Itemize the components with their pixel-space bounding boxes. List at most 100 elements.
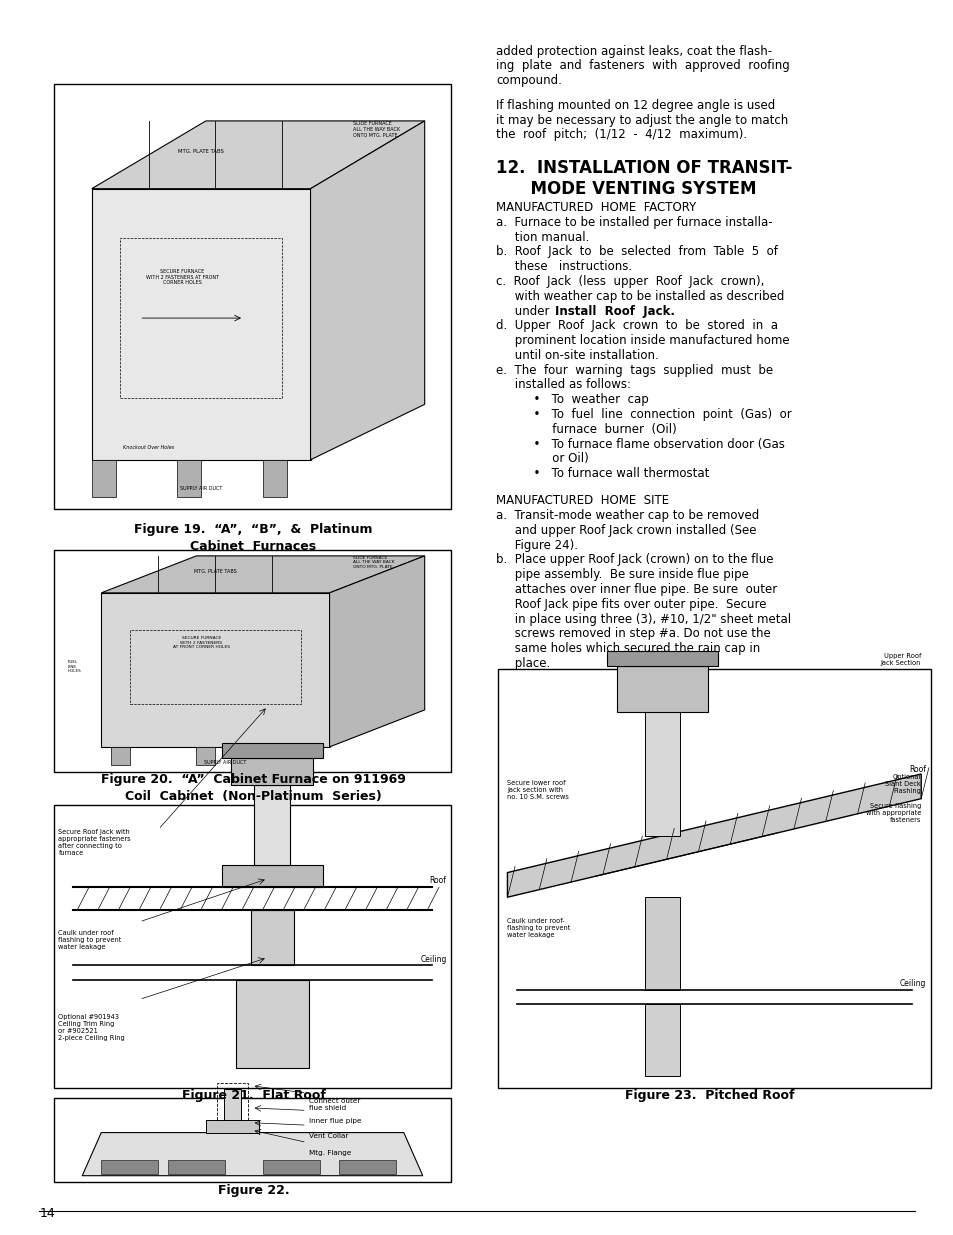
Bar [217, 1083, 248, 1120]
Text: SECURE FURNACE
WITH 2 FASTENERS AT FRONT
CORNER HOLES: SECURE FURNACE WITH 2 FASTENERS AT FRONT… [146, 269, 218, 285]
Polygon shape [91, 121, 424, 189]
Text: SLIDE FURNACE
ALL THE WAY BACK
ONTO MTG. PLATE: SLIDE FURNACE ALL THE WAY BACK ONTO MTG.… [353, 121, 400, 137]
Text: FUEL
LINE
HOLES: FUEL LINE HOLES [68, 661, 82, 673]
Text: e.  The  four  warning  tags  supplied  must  be: e. The four warning tags supplied must b… [496, 363, 772, 377]
Text: b.  Place upper Roof Jack (crown) on to the flue: b. Place upper Roof Jack (crown) on to t… [496, 553, 773, 567]
Bar [263, 459, 287, 496]
FancyBboxPatch shape [53, 1098, 451, 1182]
Polygon shape [101, 593, 329, 747]
Text: Figure 21.  Flat Roof: Figure 21. Flat Roof [181, 1089, 325, 1103]
Bar [111, 747, 130, 766]
Text: Mtg. Flange: Mtg. Flange [309, 1150, 351, 1156]
Text: Caulk under roof
flashing to prevent
water leakage: Caulk under roof flashing to prevent wat… [58, 930, 122, 951]
Text: Roof: Roof [429, 876, 446, 885]
Text: SUPPLY AIR DUCT: SUPPLY AIR DUCT [180, 485, 222, 490]
Text: in place using three (3), #10, 1/2" sheet metal: in place using three (3), #10, 1/2" shee… [496, 613, 790, 626]
Text: Roof Jack pipe fits over outer pipe.  Secure: Roof Jack pipe fits over outer pipe. Sec… [496, 598, 765, 611]
Text: Ceiling: Ceiling [419, 955, 446, 963]
Text: MANUFACTURED  HOME  FACTORY: MANUFACTURED HOME FACTORY [496, 201, 696, 214]
Text: a.  Transit-mode weather cap to be removed: a. Transit-mode weather cap to be remove… [496, 509, 759, 522]
Text: MANUFACTURED  HOME  SITE: MANUFACTURED HOME SITE [496, 494, 668, 508]
FancyBboxPatch shape [497, 669, 930, 1088]
Text: Secure lower roof
jack section with
no. 10 S.M. screws: Secure lower roof jack section with no. … [507, 781, 569, 800]
Text: these   instructions.: these instructions. [496, 261, 632, 273]
Bar [607, 651, 717, 666]
Text: or Oil): or Oil) [496, 452, 588, 466]
Text: prominent location inside manufactured home: prominent location inside manufactured h… [496, 335, 789, 347]
Text: Knockout Over Holes: Knockout Over Holes [123, 445, 174, 450]
Text: screws removed in step #a. Do not use the: screws removed in step #a. Do not use th… [496, 627, 770, 641]
Text: tion manual.: tion manual. [496, 231, 589, 243]
Bar [263, 1160, 319, 1174]
Text: and upper Roof Jack crown installed (See: and upper Roof Jack crown installed (See [496, 524, 756, 537]
Text: Install  Roof  Jack.: Install Roof Jack. [555, 305, 675, 317]
Bar [232, 758, 313, 785]
Text: MTG. PLATE TABS: MTG. PLATE TABS [178, 149, 224, 154]
Text: Figure 24).: Figure 24). [496, 538, 578, 552]
Polygon shape [507, 774, 921, 897]
Bar [224, 1089, 241, 1120]
Polygon shape [91, 189, 311, 459]
Text: •   To  fuel  line  connection  point  (Gas)  or: • To fuel line connection point (Gas) or [496, 408, 791, 421]
Text: Secure Roof Jack with
appropriate fasteners
after connecting to
furnace: Secure Roof Jack with appropriate fasten… [58, 830, 131, 856]
Text: furnace  burner  (Oil): furnace burner (Oil) [496, 422, 676, 436]
Text: Ceiling: Ceiling [899, 979, 925, 988]
Polygon shape [82, 1132, 422, 1176]
Bar [254, 785, 290, 866]
Text: d.  Upper  Roof  Jack  crown  to  be  stored  in  a: d. Upper Roof Jack crown to be stored in… [496, 320, 778, 332]
Polygon shape [329, 556, 424, 747]
Bar [101, 1160, 158, 1174]
FancyBboxPatch shape [53, 805, 451, 1088]
Text: it may be necessary to adjust the angle to match: it may be necessary to adjust the angle … [496, 114, 787, 126]
Text: Figure 20.  “A”  Cabinet Furnace on 911969: Figure 20. “A” Cabinet Furnace on 911969 [101, 773, 405, 785]
Bar [222, 866, 322, 888]
Text: added protection against leaks, coat the flash-: added protection against leaks, coat the… [496, 44, 771, 58]
Text: 14: 14 [39, 1207, 55, 1219]
FancyBboxPatch shape [53, 84, 451, 509]
Bar [236, 979, 308, 1068]
Text: SECURE FURNACE
WITH 2 FASTENERS
AT FRONT CORNER HOLES: SECURE FURNACE WITH 2 FASTENERS AT FRONT… [172, 636, 230, 650]
Text: SLIDE FURNACE
ALL THE WAY BACK
ONTO MTG. PLATE: SLIDE FURNACE ALL THE WAY BACK ONTO MTG.… [353, 556, 395, 569]
Text: c.  Roof  Jack  (less  upper  Roof  Jack  crown),: c. Roof Jack (less upper Roof Jack crown… [496, 275, 763, 288]
Text: •   To furnace wall thermostat: • To furnace wall thermostat [496, 467, 709, 480]
Text: MTG. PLATE TABS: MTG. PLATE TABS [193, 569, 236, 574]
Text: a.  Furnace to be installed per furnace installa-: a. Furnace to be installed per furnace i… [496, 216, 772, 228]
Text: with weather cap to be installed as described: with weather cap to be installed as desc… [496, 290, 783, 303]
Bar [251, 909, 294, 965]
Text: installed as follows:: installed as follows: [496, 378, 630, 391]
Text: Optional #901943
Ceiling Trim Ring
or #902521
2-piece Ceiling Ring: Optional #901943 Ceiling Trim Ring or #9… [58, 1014, 125, 1041]
Text: Roof: Roof [908, 764, 925, 774]
Text: same holes which secured the rain cap in: same holes which secured the rain cap in [496, 642, 760, 655]
Text: Upper Roof
Jack Section: Upper Roof Jack Section [880, 653, 921, 667]
Text: Secure flashing
with appropriate
fasteners: Secure flashing with appropriate fastene… [865, 803, 921, 824]
Text: If flashing mounted on 12 degree angle is used: If flashing mounted on 12 degree angle i… [496, 99, 775, 111]
Bar [644, 897, 679, 989]
Bar [168, 1160, 225, 1174]
Text: attaches over inner flue pipe. Be sure  outer: attaches over inner flue pipe. Be sure o… [496, 583, 777, 597]
Bar [282, 747, 301, 766]
Polygon shape [101, 556, 424, 593]
Text: under: under [496, 305, 553, 317]
Text: ing  plate  and  fasteners  with  approved  roofing: ing plate and fasteners with approved ro… [496, 59, 789, 73]
Text: pipe assembly.  Be sure inside flue pipe: pipe assembly. Be sure inside flue pipe [496, 568, 748, 582]
Text: Figure 22.: Figure 22. [217, 1184, 289, 1197]
Bar [644, 1004, 679, 1076]
Text: MODE VENTING SYSTEM: MODE VENTING SYSTEM [496, 180, 756, 198]
Text: Inner flue pipe: Inner flue pipe [309, 1118, 361, 1124]
Text: Connect outer
flue shield: Connect outer flue shield [309, 1098, 359, 1112]
Bar [338, 1160, 395, 1174]
Text: •   To furnace flame observation door (Gas: • To furnace flame observation door (Gas [496, 437, 784, 451]
Text: until on-site installation.: until on-site installation. [496, 348, 659, 362]
Text: compound.: compound. [496, 74, 561, 88]
Polygon shape [311, 121, 424, 459]
Text: place.: place. [496, 657, 550, 669]
Text: 12.  INSTALLATION OF TRANSIT-: 12. INSTALLATION OF TRANSIT- [496, 159, 792, 177]
Text: Figure 23.  Pitched Roof: Figure 23. Pitched Roof [624, 1089, 794, 1103]
Bar [644, 713, 679, 836]
Text: SUPPLY AIR DUCT: SUPPLY AIR DUCT [204, 761, 246, 766]
Text: Cabinet  Furnaces: Cabinet Furnaces [191, 540, 316, 553]
FancyBboxPatch shape [53, 550, 451, 772]
Text: Optional
Slant Deck
Flashing: Optional Slant Deck Flashing [884, 774, 921, 794]
Text: b.  Roof  Jack  to  be  selected  from  Table  5  of: b. Roof Jack to be selected from Table 5… [496, 246, 777, 258]
Text: Figure 19.  “A”,  “B”,  &  Platinum: Figure 19. “A”, “B”, & Platinum [134, 522, 373, 536]
